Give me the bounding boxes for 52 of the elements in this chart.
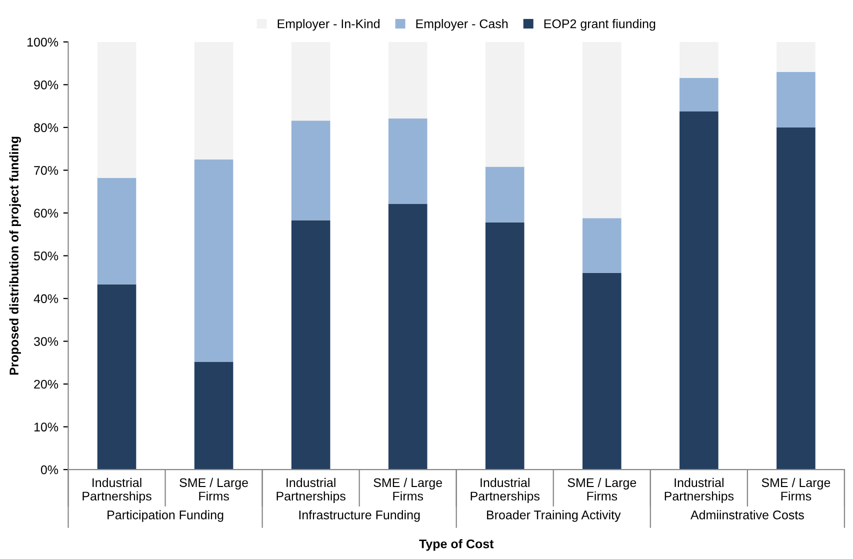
y-tick-label: 80% xyxy=(34,123,58,132)
x-tick-label: Industrial Partnerships xyxy=(664,478,734,504)
bar xyxy=(97,284,136,470)
bar xyxy=(582,42,622,218)
y-tick-label: 40% xyxy=(34,294,58,304)
x-axis-title: Type of Cost xyxy=(419,539,494,551)
text: Infrastructure Funding xyxy=(299,510,420,522)
bar xyxy=(388,42,428,118)
y-tick-label: 60% xyxy=(34,208,58,218)
y-tick-label: 50% xyxy=(34,252,58,260)
bar xyxy=(388,118,428,204)
y-tick-label: 30% xyxy=(34,337,58,346)
y-tick-label: 100% xyxy=(28,38,58,47)
bar xyxy=(776,72,816,128)
x-tick-label: SME / Large Firms xyxy=(762,478,830,501)
bar xyxy=(194,362,234,470)
x-tick-label: SME / Large Firms xyxy=(568,478,636,501)
bar xyxy=(776,127,816,470)
legend-label: EOP2 grant fiunding xyxy=(544,19,656,31)
bar xyxy=(582,272,622,470)
bar xyxy=(582,218,622,273)
bar xyxy=(680,78,718,112)
text: Broader Training Activity xyxy=(487,510,621,522)
text: Admiinstrative Costs xyxy=(690,510,804,520)
x-tick-label: Industrial Partnerships xyxy=(470,478,540,504)
bar xyxy=(291,42,330,121)
x-tick-label: Industrial Partnerships xyxy=(276,478,346,504)
bar xyxy=(485,166,524,222)
bar xyxy=(97,42,136,178)
legend-label: Employer - Cash xyxy=(416,19,508,31)
y-tick-label: 10% xyxy=(34,422,58,432)
bar xyxy=(680,111,718,470)
bar xyxy=(776,42,816,72)
y-tick-label: 20% xyxy=(34,380,58,389)
bar xyxy=(194,42,234,160)
bar xyxy=(680,42,718,78)
y-tick-label: 90% xyxy=(34,80,58,90)
bar xyxy=(194,160,234,362)
bar xyxy=(485,222,524,470)
legend-label: Employer - In-Kind xyxy=(278,19,380,31)
x-tick-label: SME / Large Firms xyxy=(374,478,442,501)
bar xyxy=(97,178,136,284)
bar xyxy=(291,220,330,470)
x-tick-label: SME / Large Firms xyxy=(180,478,248,501)
bar xyxy=(485,42,524,167)
y-tick-label: 70% xyxy=(34,166,58,175)
bar xyxy=(291,120,330,220)
y-axis-title: Proposed distribution of project funding xyxy=(9,136,21,375)
bar xyxy=(388,204,428,470)
y-tick-label: 0% xyxy=(40,465,58,474)
text: Participation Funding xyxy=(108,510,224,522)
x-tick-label: Industrial Partnerships xyxy=(82,478,152,504)
